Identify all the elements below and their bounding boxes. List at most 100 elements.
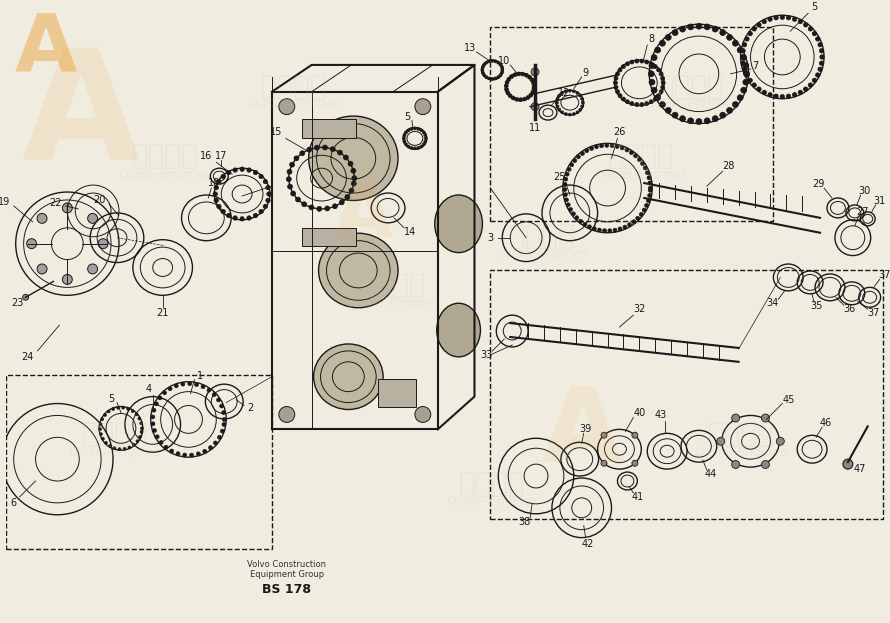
Circle shape xyxy=(216,179,221,184)
Circle shape xyxy=(649,79,655,85)
Circle shape xyxy=(558,108,561,111)
Circle shape xyxy=(117,406,119,409)
Circle shape xyxy=(307,147,311,152)
Circle shape xyxy=(339,200,344,205)
Ellipse shape xyxy=(309,116,398,201)
Circle shape xyxy=(564,198,569,202)
Circle shape xyxy=(22,294,28,300)
Circle shape xyxy=(322,145,328,150)
Text: Diesel-Engines: Diesel-Engines xyxy=(644,98,737,111)
Circle shape xyxy=(745,37,749,41)
Circle shape xyxy=(561,111,563,114)
Circle shape xyxy=(182,453,187,457)
Circle shape xyxy=(402,137,406,140)
Text: 14: 14 xyxy=(404,227,416,237)
Circle shape xyxy=(660,76,665,80)
Circle shape xyxy=(131,409,134,412)
Text: 1: 1 xyxy=(198,371,204,381)
Circle shape xyxy=(613,81,618,85)
Circle shape xyxy=(672,112,678,118)
Circle shape xyxy=(655,95,660,101)
Circle shape xyxy=(407,129,410,132)
Circle shape xyxy=(279,407,295,422)
Circle shape xyxy=(517,72,521,76)
Circle shape xyxy=(133,444,135,446)
Circle shape xyxy=(696,23,702,29)
Bar xyxy=(5,375,272,548)
Circle shape xyxy=(140,422,142,425)
Circle shape xyxy=(648,188,652,193)
Circle shape xyxy=(737,47,743,53)
Circle shape xyxy=(351,168,356,173)
Circle shape xyxy=(154,402,158,406)
Circle shape xyxy=(634,154,637,158)
Circle shape xyxy=(203,449,206,454)
Text: 柴发动力: 柴发动力 xyxy=(608,142,675,170)
Circle shape xyxy=(649,62,653,66)
Text: 柴发动力: 柴发动力 xyxy=(261,73,327,101)
Circle shape xyxy=(768,17,773,21)
Circle shape xyxy=(422,131,425,134)
Circle shape xyxy=(640,59,643,63)
Text: 31: 31 xyxy=(873,196,886,206)
Circle shape xyxy=(294,156,299,161)
Circle shape xyxy=(843,459,853,469)
Text: 29: 29 xyxy=(812,179,824,189)
Circle shape xyxy=(626,100,629,103)
Circle shape xyxy=(618,68,622,72)
Text: 11: 11 xyxy=(529,123,541,133)
Text: Diesel-Engines: Diesel-Engines xyxy=(496,247,588,260)
Circle shape xyxy=(159,440,163,444)
Circle shape xyxy=(188,382,191,386)
Circle shape xyxy=(151,422,155,426)
Circle shape xyxy=(659,102,666,108)
Circle shape xyxy=(227,170,231,174)
Circle shape xyxy=(494,77,497,80)
Circle shape xyxy=(732,460,740,468)
Circle shape xyxy=(197,452,200,456)
Circle shape xyxy=(581,101,584,104)
Text: 45: 45 xyxy=(782,394,795,404)
Circle shape xyxy=(646,199,651,202)
Text: 33: 33 xyxy=(481,350,492,360)
Text: 47: 47 xyxy=(854,464,866,474)
Circle shape xyxy=(424,134,427,137)
Text: 8: 8 xyxy=(648,34,654,44)
Circle shape xyxy=(240,167,244,171)
Text: Volvo Construction
Equipment Group: Volvo Construction Equipment Group xyxy=(247,559,327,579)
Text: Diesel-Engines: Diesel-Engines xyxy=(595,168,687,181)
Circle shape xyxy=(491,59,494,62)
Circle shape xyxy=(804,22,808,27)
Text: 21: 21 xyxy=(157,308,169,318)
Circle shape xyxy=(410,146,413,150)
Text: 39: 39 xyxy=(579,424,592,434)
Circle shape xyxy=(155,435,159,439)
Circle shape xyxy=(774,94,778,98)
Text: 16: 16 xyxy=(200,151,213,161)
Circle shape xyxy=(506,91,510,95)
Circle shape xyxy=(732,414,740,422)
Circle shape xyxy=(494,60,497,63)
Circle shape xyxy=(103,414,107,416)
Circle shape xyxy=(528,75,531,79)
Circle shape xyxy=(808,27,813,31)
Text: 25: 25 xyxy=(554,172,566,182)
Circle shape xyxy=(704,24,710,30)
Circle shape xyxy=(720,112,725,118)
Circle shape xyxy=(637,158,642,161)
Circle shape xyxy=(136,440,139,443)
Circle shape xyxy=(577,155,580,159)
Text: 42: 42 xyxy=(581,538,594,549)
Circle shape xyxy=(570,163,574,167)
Circle shape xyxy=(100,432,102,435)
Circle shape xyxy=(762,90,766,95)
Circle shape xyxy=(126,407,130,411)
Circle shape xyxy=(589,146,594,150)
Circle shape xyxy=(748,78,752,82)
Circle shape xyxy=(647,176,651,179)
Circle shape xyxy=(214,441,217,445)
Circle shape xyxy=(653,65,657,69)
Text: 6: 6 xyxy=(11,498,17,508)
Circle shape xyxy=(648,71,654,77)
Circle shape xyxy=(762,414,769,422)
